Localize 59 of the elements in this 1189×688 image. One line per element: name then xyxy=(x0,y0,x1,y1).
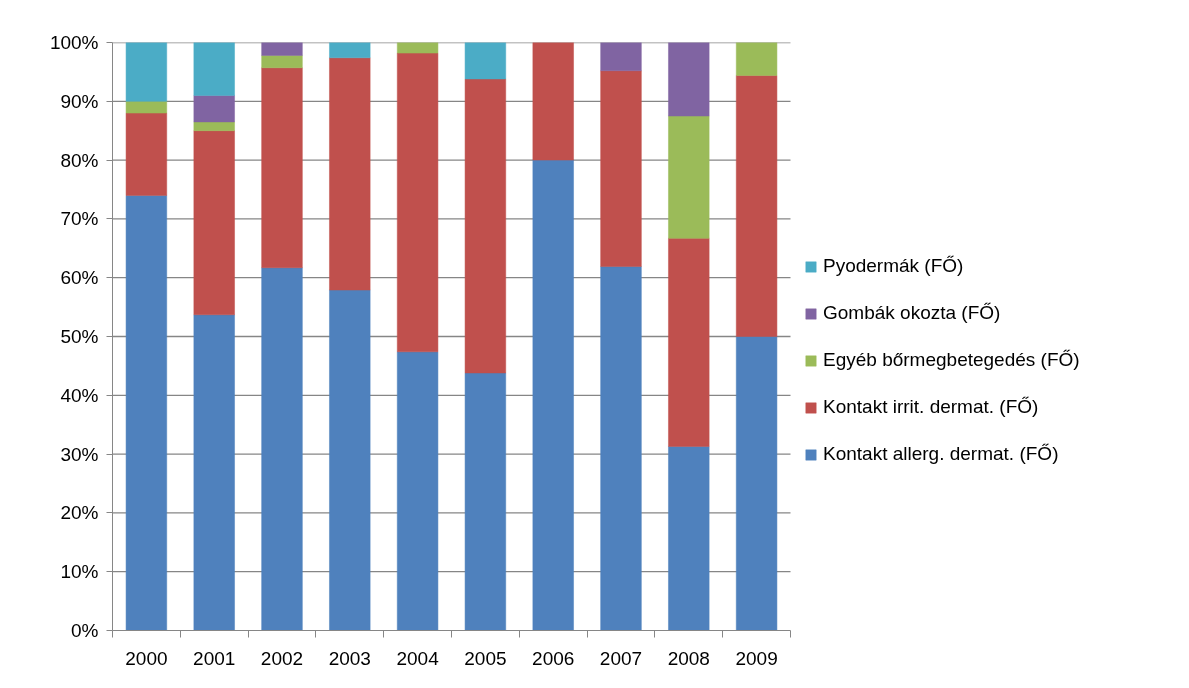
y-tick-label: 10% xyxy=(60,561,99,583)
bar xyxy=(600,70,642,267)
bar xyxy=(736,75,778,337)
bar xyxy=(532,159,574,631)
x-tick-label: 2007 xyxy=(599,647,643,669)
y-tick-label: 60% xyxy=(60,267,99,289)
y-tick-label: 90% xyxy=(60,90,99,112)
x-tick-label: 2005 xyxy=(464,647,507,669)
bar xyxy=(329,42,371,59)
bar xyxy=(261,55,303,69)
x-tick-label: 2001 xyxy=(193,647,236,669)
x-tick-label: 2003 xyxy=(328,647,371,669)
bar xyxy=(397,351,439,631)
x-tick-label: 2006 xyxy=(532,647,575,669)
bar xyxy=(125,195,167,631)
legend-label: Gombák okozta (FŐ) xyxy=(823,302,1001,324)
legend-label: Egyéb bőrmegbetegedés (FŐ) xyxy=(823,349,1080,371)
bar xyxy=(193,95,235,123)
bar xyxy=(397,52,439,353)
bar xyxy=(261,267,303,631)
y-tick-label: 40% xyxy=(60,384,99,406)
bar xyxy=(600,42,642,71)
bar xyxy=(125,112,167,196)
x-tick-label: 2004 xyxy=(396,647,440,669)
bar xyxy=(532,42,574,161)
bar xyxy=(668,42,710,117)
bar xyxy=(668,115,710,239)
bar xyxy=(736,336,778,631)
x-tick-label: 2000 xyxy=(125,647,168,669)
legend-label: Kontakt allerg. dermat. (FŐ) xyxy=(823,443,1059,465)
y-tick-label: 0% xyxy=(71,620,99,641)
bar xyxy=(464,78,506,374)
y-tick-label: 20% xyxy=(60,502,99,524)
bar xyxy=(464,42,506,80)
x-tick-label: 2008 xyxy=(667,647,710,669)
x-tick-label: 2002 xyxy=(260,647,304,669)
y-tick-label: 70% xyxy=(60,208,99,230)
y-tick-label: 50% xyxy=(60,326,99,347)
bar xyxy=(736,42,778,76)
bar xyxy=(125,101,167,114)
legend-label: Kontakt irrit. dermat. (FŐ) xyxy=(823,396,1039,418)
bar xyxy=(261,42,303,56)
bar xyxy=(329,57,371,291)
bar xyxy=(125,42,167,102)
bar xyxy=(193,42,235,96)
bar xyxy=(193,130,235,315)
y-tick-label: 100% xyxy=(49,32,99,53)
y-tick-label: 80% xyxy=(60,149,99,171)
bar xyxy=(668,238,710,447)
bar xyxy=(397,42,439,54)
bar xyxy=(464,372,506,631)
bar xyxy=(329,289,371,631)
bar xyxy=(261,67,303,268)
x-tick-label: 2009 xyxy=(735,647,778,669)
bar xyxy=(600,266,642,631)
legend-label: Pyodermák (FŐ) xyxy=(823,255,964,277)
y-tick-label: 30% xyxy=(60,443,99,465)
bar xyxy=(668,446,710,631)
bar xyxy=(193,314,235,631)
